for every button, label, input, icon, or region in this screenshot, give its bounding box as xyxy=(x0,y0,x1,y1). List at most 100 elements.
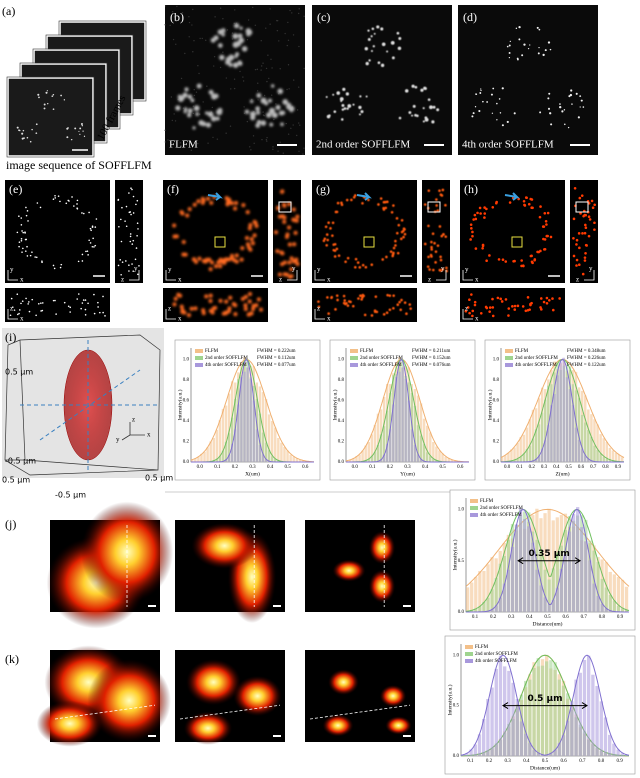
x-tick-label: 0.6 xyxy=(302,465,309,470)
histogram-bar xyxy=(191,459,194,462)
dot xyxy=(129,233,132,235)
noise xyxy=(272,148,274,151)
dot xyxy=(231,257,236,262)
histogram-bar xyxy=(616,749,620,756)
histogram-bar xyxy=(519,437,522,462)
legend-swatch xyxy=(465,659,473,663)
dot xyxy=(536,250,539,254)
histogram-bar xyxy=(590,436,593,462)
dot xyxy=(358,105,362,110)
dot xyxy=(581,272,585,276)
dot xyxy=(81,124,83,127)
dot xyxy=(129,240,132,243)
histogram-bar xyxy=(494,668,498,756)
noise xyxy=(273,118,275,121)
histogram-bar xyxy=(534,459,538,462)
x-tick-label: 0.8 xyxy=(599,615,606,620)
dot xyxy=(381,258,385,261)
dot xyxy=(466,306,470,309)
dot xyxy=(40,302,42,304)
dot xyxy=(438,189,441,193)
histogram-bar xyxy=(416,454,420,462)
y-tick-label: 0.8 xyxy=(183,378,190,383)
histogram-bar xyxy=(608,447,612,462)
dot xyxy=(507,314,510,317)
dot xyxy=(260,120,267,126)
histogram-bar xyxy=(422,418,426,462)
histogram-bar xyxy=(540,754,545,756)
histogram-bar xyxy=(557,743,561,756)
dot xyxy=(327,221,330,224)
dot xyxy=(336,298,339,302)
dot xyxy=(471,234,474,238)
dot xyxy=(80,122,83,126)
dot xyxy=(184,87,189,92)
histogram-bar xyxy=(494,605,498,612)
histogram-bar xyxy=(577,439,581,462)
dot xyxy=(329,227,332,230)
noise xyxy=(253,142,255,145)
dot xyxy=(20,217,23,219)
histogram-bar xyxy=(547,579,551,612)
histogram-bar xyxy=(490,557,494,612)
histogram-bar xyxy=(616,605,621,612)
dot xyxy=(498,98,501,100)
noise xyxy=(179,142,182,144)
dot xyxy=(86,250,89,252)
histogram-bar xyxy=(429,456,432,462)
dot xyxy=(94,226,97,228)
dot xyxy=(172,302,177,307)
dot xyxy=(247,226,252,231)
dot xyxy=(482,100,484,103)
histogram-bar xyxy=(283,446,286,462)
dot xyxy=(43,103,46,106)
histogram-bar xyxy=(574,679,578,756)
dot xyxy=(250,115,256,121)
noise xyxy=(277,150,279,152)
noise xyxy=(268,77,270,80)
axis-letter: y xyxy=(317,266,321,274)
histogram-bar xyxy=(602,438,605,462)
dot xyxy=(414,85,418,89)
dot xyxy=(405,312,408,315)
histogram-bar xyxy=(528,419,532,462)
histogram-bar xyxy=(370,434,374,462)
dot xyxy=(342,87,346,91)
dot xyxy=(28,301,30,303)
dot xyxy=(325,233,329,236)
histogram-bar xyxy=(465,753,469,756)
dot xyxy=(549,48,552,51)
dot xyxy=(537,52,540,55)
dot xyxy=(436,209,440,212)
dot xyxy=(548,92,551,95)
dot xyxy=(35,123,38,126)
x-tick-label: 0.4 xyxy=(422,465,429,470)
dot xyxy=(367,37,371,41)
dot xyxy=(189,306,194,311)
histogram-bar xyxy=(511,682,515,756)
dot xyxy=(218,264,223,269)
legend-label: 4th order SOFFLFM xyxy=(480,513,522,518)
noise xyxy=(298,45,300,48)
legend-label: FLFM xyxy=(475,645,489,650)
axis-letter: x xyxy=(178,315,182,323)
histogram-bar xyxy=(474,608,478,612)
histogram-bar xyxy=(498,597,502,612)
dot xyxy=(73,205,75,207)
axis-letter: x xyxy=(178,276,182,284)
histogram-bar xyxy=(608,734,612,756)
noise xyxy=(174,120,177,122)
histogram-bar xyxy=(522,434,525,462)
dot xyxy=(354,257,358,261)
histogram-bar xyxy=(624,586,629,612)
dot xyxy=(400,218,404,222)
dot xyxy=(497,258,501,261)
histogram-bar xyxy=(516,458,519,462)
dot xyxy=(587,215,591,219)
axis-letter: y xyxy=(589,265,593,273)
dot xyxy=(559,103,561,105)
dot xyxy=(67,305,70,308)
x-tick-label: 0.3 xyxy=(404,465,411,470)
dot xyxy=(66,136,69,139)
histogram-bar xyxy=(562,357,565,462)
